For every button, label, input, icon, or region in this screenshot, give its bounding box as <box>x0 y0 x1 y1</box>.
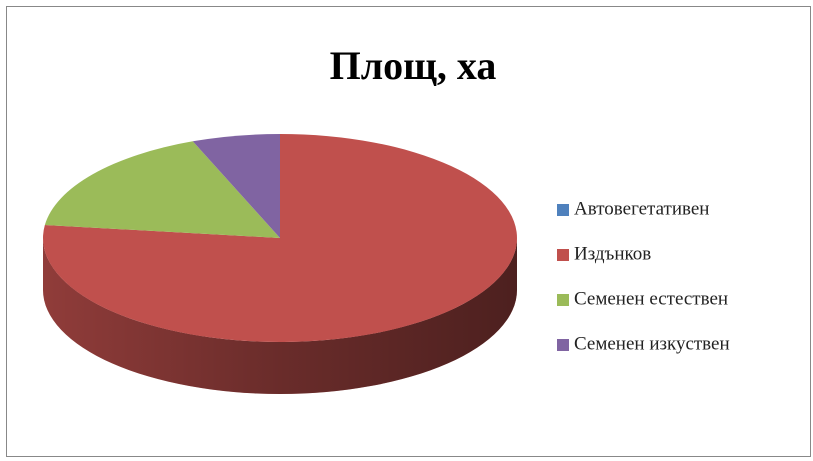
legend-swatch <box>557 339 569 351</box>
chart-title: Площ, ха <box>330 43 497 88</box>
legend-label: Автовегетативен <box>574 198 709 219</box>
legend-label: Семенен естествен <box>574 288 728 309</box>
legend: Автовегетативен Издънков Семенен естествен… <box>557 198 730 354</box>
slice <box>43 134 517 343</box>
pie <box>43 134 517 394</box>
legend-swatch <box>557 294 569 306</box>
legend-label: Издънков <box>574 243 651 264</box>
legend-swatch <box>557 249 569 261</box>
legend-swatch <box>557 204 569 216</box>
slice-side-shade <box>43 238 517 394</box>
slice <box>44 141 280 238</box>
slice <box>192 134 280 238</box>
legend-label: Семенен изкуствен <box>574 333 730 354</box>
